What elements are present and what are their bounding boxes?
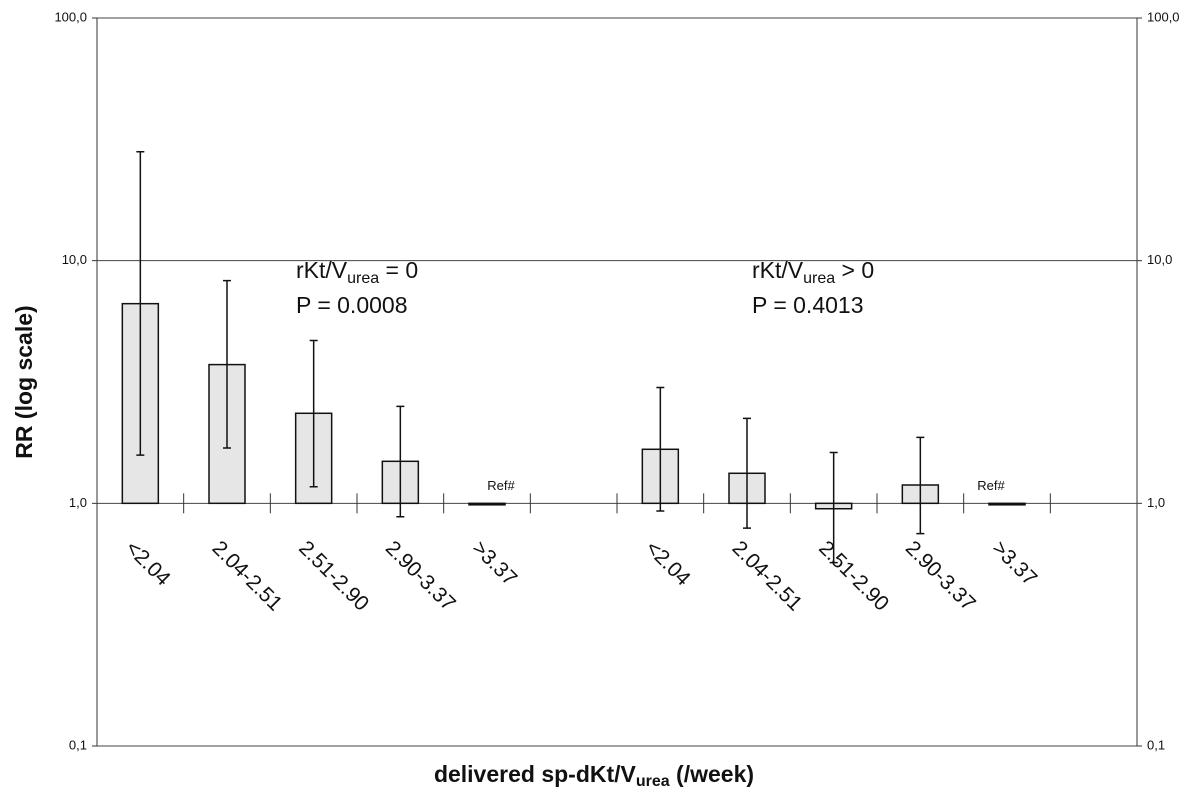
x-tick-label: >3.37 (468, 537, 522, 591)
y-tick-label: 100,0 (54, 9, 87, 24)
error-bar (829, 451, 838, 564)
annotation-p: P = 0.4013 (752, 292, 864, 318)
x-tick-label: 2.90-3.37 (901, 537, 980, 616)
x-tick-label: 2.51-2.90 (294, 537, 373, 616)
value-label: Ref# (977, 478, 1005, 493)
error-bar (223, 279, 231, 449)
x-tick-label: 2.90-3.37 (381, 537, 460, 616)
x-tick-label: <2.04 (121, 537, 175, 591)
y-tick-label: 1,0 (69, 495, 87, 510)
annotation-part: urea (347, 270, 379, 287)
error-bar (916, 436, 925, 535)
y-tick-label: 0,1 (69, 737, 87, 752)
x-tick-label: <2.04 (641, 537, 695, 591)
value-label: Ref# (487, 478, 515, 493)
y-tick-label: 10,0 (62, 252, 87, 267)
annotation-part: = 0 (379, 257, 418, 283)
annotation-p: P = 0.0008 (296, 292, 408, 318)
x-tick-label: 2.04-2.51 (728, 537, 807, 616)
x-tick-label: 2.04-2.51 (208, 537, 287, 616)
plot-frame (96, 17, 1138, 747)
annotation-part: urea (803, 270, 835, 287)
x-tick-label: 2.51-2.90 (814, 537, 893, 616)
y2-tick-label: 0,1 (1147, 737, 1165, 752)
annotation: rKt/Vurea = 0 (296, 257, 418, 287)
bar (468, 502, 506, 506)
x-axis-title: delivered sp-dKt/Vurea (/week) (434, 761, 754, 790)
x-tick-label: >3.37 (988, 537, 1042, 591)
bar (988, 502, 1026, 506)
error-bar (309, 339, 318, 488)
annotation: rKt/Vurea > 0 (752, 257, 874, 287)
y2-tick-label: 100,0 (1147, 9, 1180, 24)
error-bar (396, 405, 405, 518)
error-bar (743, 417, 751, 529)
annotation-part: rKt/V (296, 257, 348, 283)
error-bar (136, 151, 145, 456)
annotation-part: rKt/V (752, 257, 804, 283)
y-axis-title: RR (log scale) (11, 305, 37, 458)
y2-tick-label: 1,0 (1147, 495, 1165, 510)
y2-tick-label: 10,0 (1147, 252, 1172, 267)
annotation-part: > 0 (835, 257, 874, 283)
error-bar (656, 386, 665, 512)
